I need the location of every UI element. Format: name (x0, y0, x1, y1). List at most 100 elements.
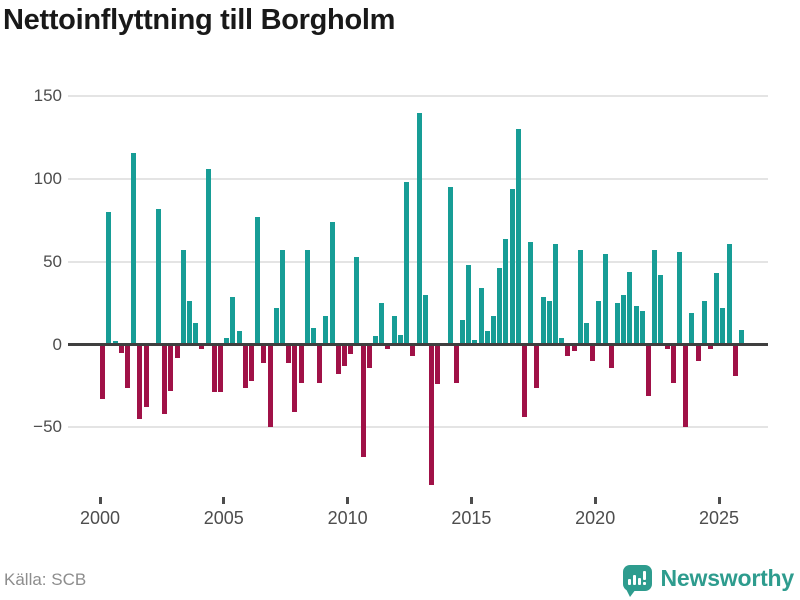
bar (187, 301, 193, 345)
bar (137, 344, 143, 419)
x-axis-tick (222, 497, 226, 504)
bar (249, 344, 255, 381)
y-axis-tick-label: 50 (43, 251, 62, 271)
bar (546, 301, 552, 345)
bar (261, 344, 267, 363)
bar (689, 313, 695, 345)
bar (379, 303, 385, 345)
bar (472, 339, 478, 345)
bar (199, 344, 205, 350)
x-axis-tick (593, 497, 597, 504)
bar (335, 344, 341, 375)
x-axis-tick (98, 497, 102, 504)
bar (478, 288, 484, 345)
y-axis-tick-label: 100 (33, 169, 62, 189)
bar (645, 344, 651, 396)
bar (714, 273, 720, 345)
bar (162, 344, 168, 414)
bar (739, 329, 744, 345)
bar (701, 301, 707, 345)
bar (211, 344, 217, 393)
bar (683, 344, 689, 428)
bar (447, 187, 453, 345)
bar (273, 308, 279, 345)
x-axis-tick-label: 2025 (698, 508, 740, 528)
bar (100, 344, 106, 400)
bar (255, 217, 261, 345)
logo-bar-icon (637, 578, 642, 585)
bar (614, 303, 620, 345)
bar (416, 112, 422, 345)
x-axis-tick (717, 497, 721, 504)
bar (118, 344, 124, 353)
bar (528, 241, 534, 345)
bar (670, 344, 676, 383)
bar (205, 169, 211, 345)
bar (342, 344, 348, 366)
bar (292, 344, 298, 413)
bar (224, 337, 230, 345)
bar (726, 243, 732, 345)
bar (596, 301, 602, 345)
x-axis-tick-label: 2015 (451, 508, 492, 528)
y-axis-tick-label: 150 (33, 86, 62, 106)
source-label: Källa: SCB (4, 570, 87, 589)
bar (218, 344, 224, 393)
bar (410, 344, 416, 357)
bar (106, 212, 112, 345)
zero-axis-line (68, 343, 768, 346)
bar (329, 222, 335, 345)
bar (577, 250, 583, 345)
bar (125, 344, 130, 388)
bar (230, 296, 236, 345)
bar (174, 344, 180, 358)
x-axis-tick-label: 2010 (327, 508, 368, 528)
newsworthy-bubble-chart-icon (622, 565, 652, 597)
bar (720, 308, 726, 345)
bar (112, 341, 118, 345)
bar (317, 344, 323, 383)
bar (490, 316, 496, 345)
gridline (68, 426, 768, 429)
bar (466, 265, 472, 345)
bar (267, 344, 273, 428)
bar (540, 296, 546, 345)
gridline (68, 95, 768, 98)
bar (242, 344, 248, 388)
bar (521, 344, 527, 418)
x-axis-tick (346, 497, 350, 504)
bar (695, 344, 701, 362)
bar (131, 152, 137, 345)
x-axis-tick-label: 2000 (79, 508, 121, 528)
bar (583, 322, 589, 345)
bar (366, 344, 372, 368)
bar (676, 251, 682, 345)
bar (633, 306, 639, 345)
bar (590, 344, 596, 362)
x-axis-tick-label: 2020 (575, 508, 616, 528)
x-axis-tick (469, 497, 473, 504)
bar (509, 189, 515, 345)
bar (459, 319, 465, 345)
bar (534, 344, 540, 388)
bar (304, 250, 310, 345)
bar (503, 238, 509, 345)
y-axis-tick-label: −50 (33, 417, 62, 437)
bar (298, 344, 304, 383)
bar (385, 344, 391, 350)
y-axis-tick-label: 0 (52, 334, 62, 354)
bar (565, 344, 571, 357)
bar (497, 268, 503, 345)
bar (143, 344, 149, 408)
bar (621, 294, 627, 345)
bar (608, 344, 614, 368)
chart-title: Nettoinflyttning till Borgholm (3, 4, 396, 36)
bar (639, 311, 645, 345)
bar (397, 334, 403, 345)
bar (602, 253, 608, 345)
newsworthy-logo: Newsworthy (622, 561, 794, 597)
bar (354, 256, 360, 345)
bar (422, 294, 428, 345)
